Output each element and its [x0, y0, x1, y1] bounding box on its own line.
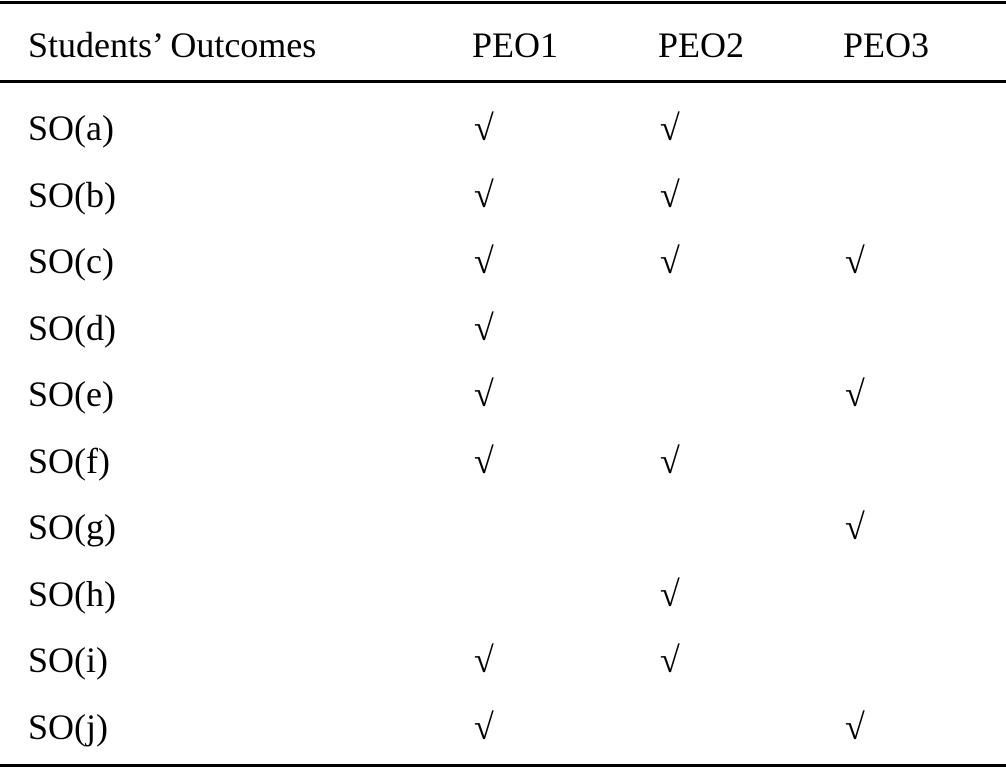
column-header: PEO2	[658, 25, 745, 65]
column-header: Students’ Outcomes	[28, 25, 317, 65]
check-mark: √	[660, 108, 680, 148]
check-mark: √	[474, 374, 494, 414]
check-mark: √	[845, 706, 865, 747]
bottom-rule	[0, 764, 1006, 767]
row-label: SO(d)	[28, 307, 116, 348]
row-label: SO(j)	[28, 706, 108, 747]
row-label: SO(a)	[28, 108, 114, 148]
check-mark: √	[474, 307, 494, 348]
row-label: SO(h)	[28, 573, 116, 614]
row-label: SO(c)	[28, 241, 114, 281]
check-mark: √	[660, 440, 680, 481]
row-label: SO(g)	[28, 507, 116, 547]
check-mark: √	[474, 108, 494, 148]
column-header: PEO3	[843, 25, 930, 65]
check-mark: √	[474, 174, 494, 215]
check-mark: √	[845, 507, 865, 547]
check-mark: √	[474, 640, 494, 680]
row-label: SO(b)	[28, 174, 116, 215]
check-mark: √	[474, 241, 494, 281]
check-mark: √	[660, 241, 680, 281]
check-mark: √	[474, 706, 494, 747]
row-label: SO(e)	[28, 374, 114, 414]
check-mark: √	[660, 640, 680, 680]
check-mark: √	[660, 573, 680, 614]
top-rule	[0, 1, 1006, 4]
check-mark: √	[845, 241, 865, 281]
row-label: SO(i)	[28, 640, 108, 680]
row-label: SO(f)	[28, 440, 110, 481]
column-header: PEO1	[472, 25, 559, 65]
check-mark: √	[845, 374, 865, 414]
check-mark: √	[660, 174, 680, 215]
check-mark: √	[474, 440, 494, 481]
header-rule	[0, 80, 1006, 83]
